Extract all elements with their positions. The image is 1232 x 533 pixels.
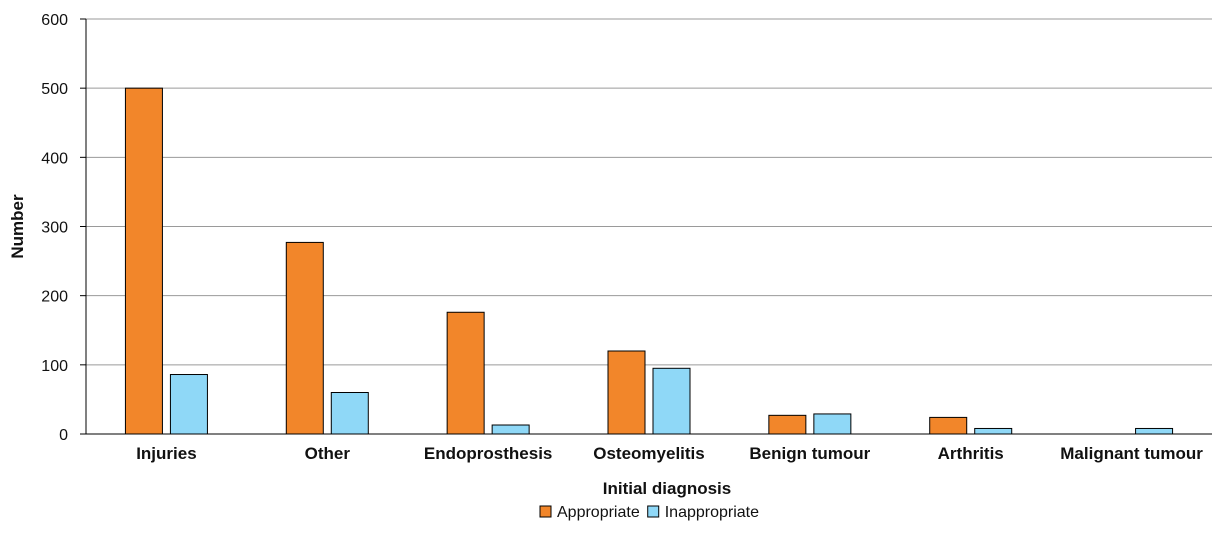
axes [85,19,1212,435]
y-tick-label: 500 [41,81,68,98]
bar-appropriate-other [285,241,324,435]
y-tick-label: 0 [59,427,68,444]
y-tick-label: 100 [41,358,68,375]
x-tick-labels: Injuries Other Endoprosthesis Osteomyelitis… [136,444,1203,463]
legend-label-appropriate: Appropriate [557,504,640,521]
y-tick-label: 200 [41,289,68,306]
y-tick-label: 400 [41,150,68,167]
legend-swatch-inappropriate [647,505,660,518]
legend-swatch-appropriate [539,505,552,518]
x-tick-label: Malignant tumour [1060,444,1203,463]
gridlines [80,18,1212,435]
y-tick-label: 300 [41,220,68,237]
legend: Appropriate Inappropriate [539,504,759,521]
bar-inappropriate-injuries [169,374,208,435]
bar-inappropriate-osteomyelitis [652,367,691,435]
x-tick-label: Endoprosthesis [424,444,552,463]
x-axis-title: Initial diagnosis [603,479,731,498]
x-tick-label: Arthritis [938,444,1004,463]
y-tick-label: 600 [41,12,68,29]
x-tick-label: Other [305,444,351,463]
bar-inappropriate-arthritis [974,427,1013,435]
y-axis-title: Number [8,194,27,259]
bar-inappropriate-malignant-tumour [1135,427,1174,435]
bar-inappropriate-endoprosthesis [491,424,530,435]
bars [124,87,1174,435]
bar-appropriate-benign-tumour [768,414,807,435]
bar-appropriate-endoprosthesis [446,311,485,435]
x-tick-label: Injuries [136,444,196,463]
y-tick-labels: 0 100 200 300 400 500 600 [41,12,68,444]
legend-label-inappropriate: Inappropriate [665,504,759,521]
bar-inappropriate-other [330,392,369,435]
bar-appropriate-arthritis [929,416,968,435]
bar-appropriate-injuries [124,87,163,435]
bar-inappropriate-benign-tumour [813,413,852,435]
x-tick-label: Osteomyelitis [593,444,705,463]
x-tick-label: Benign tumour [749,444,870,463]
bar-appropriate-osteomyelitis [607,350,646,435]
